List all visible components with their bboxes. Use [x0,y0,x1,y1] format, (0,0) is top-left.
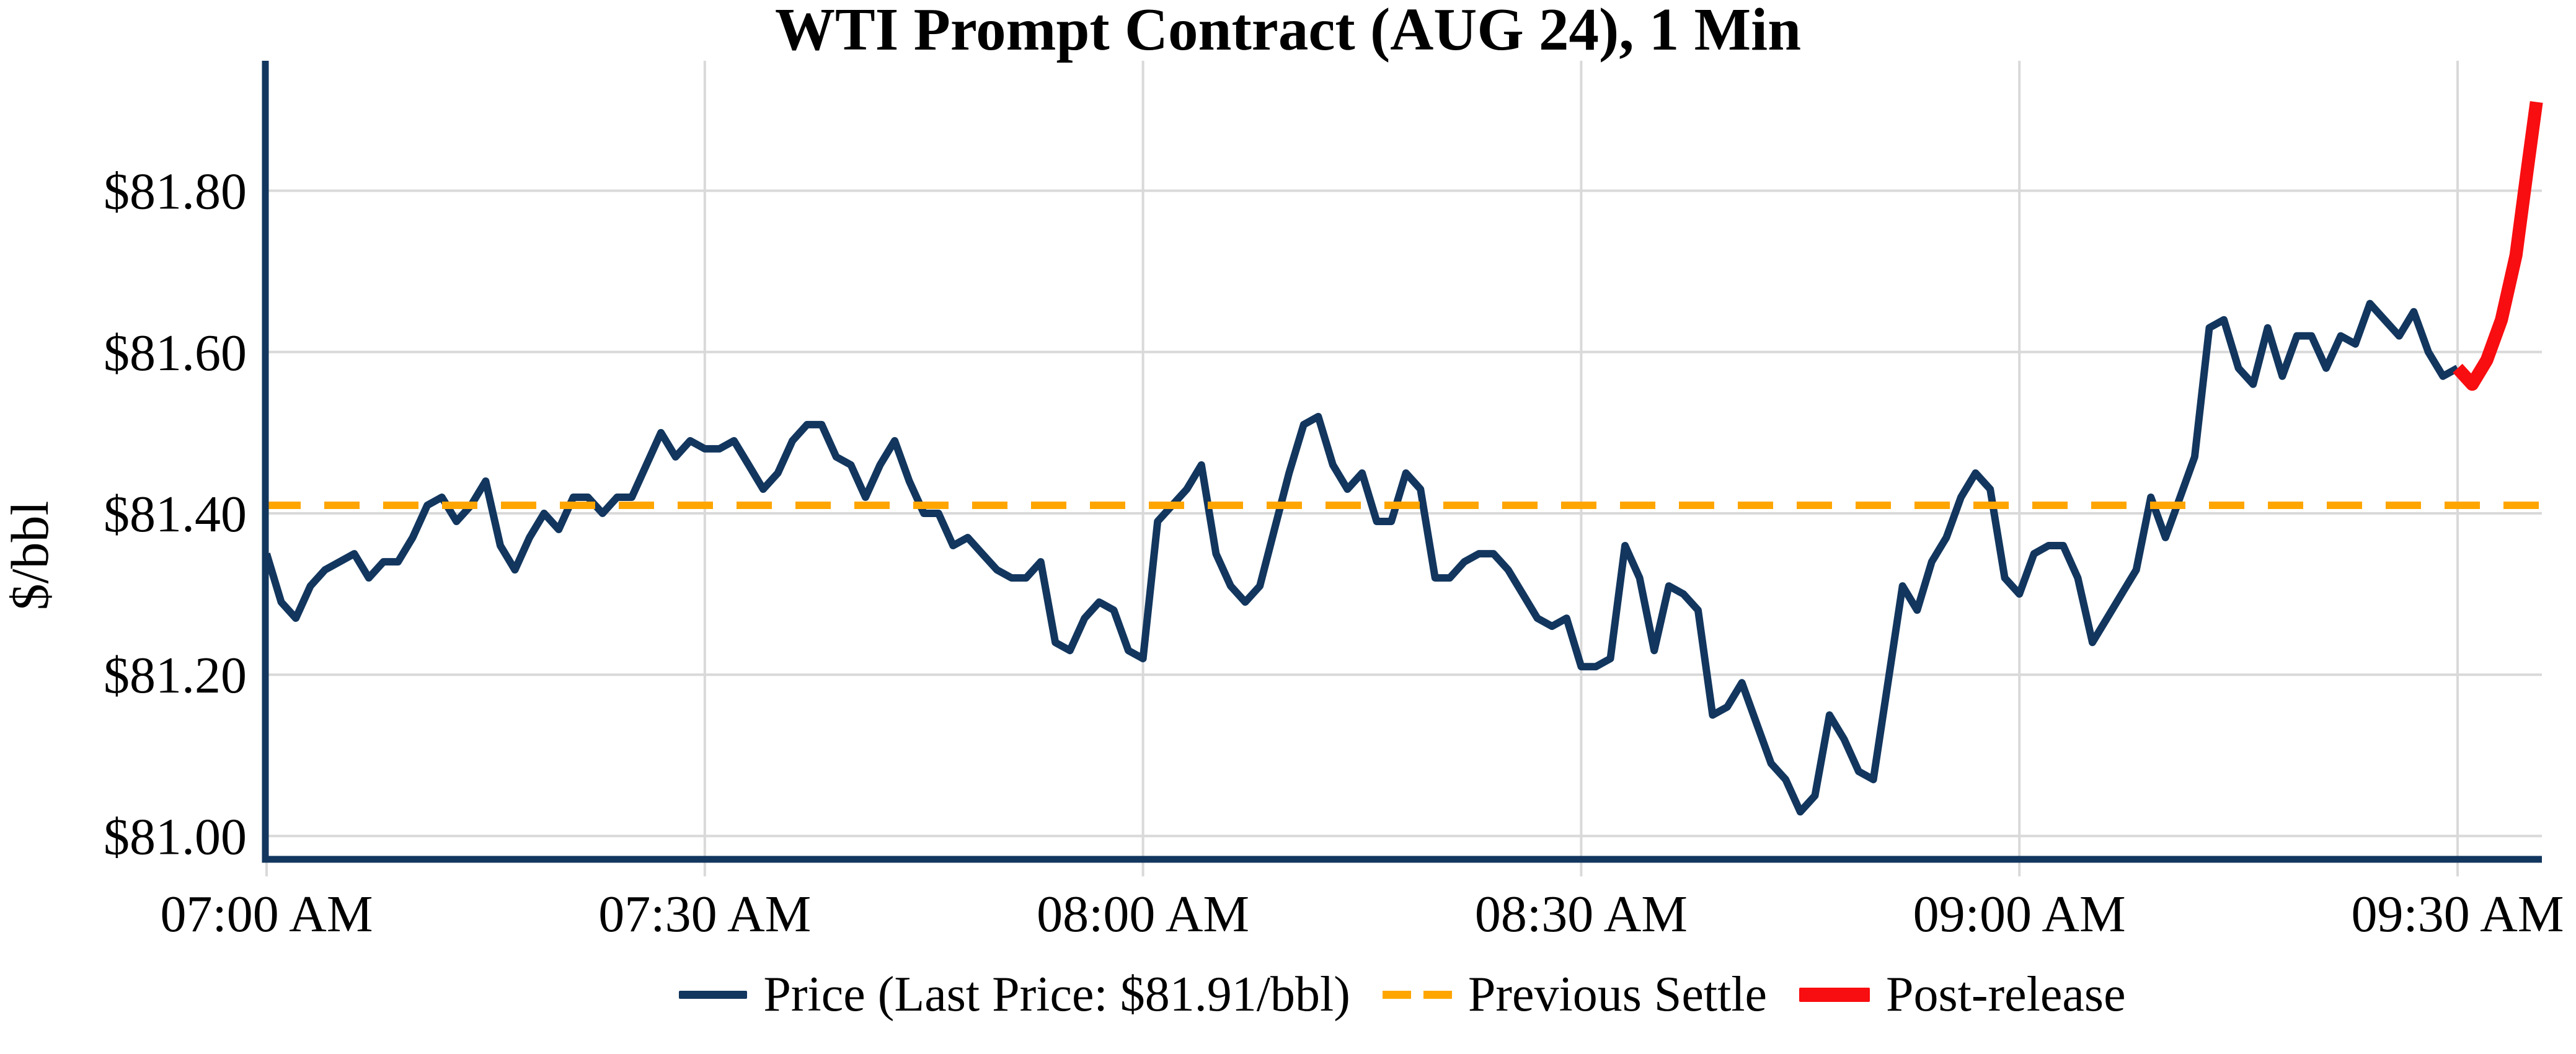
price-line [263,299,2459,816]
y-tick-label: $81.00 [104,808,247,866]
x-tick-label: 08:30 AM [1475,885,1688,943]
settle-dash-swatch [1382,990,1452,999]
post-release-line [2453,101,2543,391]
settle-dash-icon [1423,990,1452,999]
y-tick-label: $81.60 [104,324,247,382]
x-tick-label: 08:00 AM [1037,885,1249,943]
y-tick-label: $81.20 [104,647,247,704]
legend-price-label: Price (Last Price: $81.91/bbl) [763,967,1350,1022]
x-tick-label: 09:00 AM [1913,885,2126,943]
y-tick-label: $81.40 [104,485,247,543]
legend-item-settle: Previous Settle [1382,967,1768,1023]
legend: Price (Last Price: $81.91/bbl) Previous … [263,960,2542,1029]
x-tick-label: 07:30 AM [598,885,811,943]
post-release-swatch [1799,987,1870,1002]
y-axis-title: $/bbl [0,500,60,611]
legend-post-label: Post-release [1886,967,2126,1022]
y-tick-label: $81.80 [104,163,247,221]
legend-settle-label: Previous Settle [1467,967,1768,1022]
x-tick-label: 09:30 AM [2351,885,2564,943]
price-line-swatch [679,990,748,999]
legend-item-price: Price (Last Price: $81.91/bbl) [679,967,1350,1023]
settle-dash-icon [1382,990,1411,999]
legend-item-post-release: Post-release [1799,967,2126,1023]
chart-title: WTI Prompt Contract (AUG 24), 1 Min [774,0,1802,63]
x-tick-label: 07:00 AM [160,885,373,943]
